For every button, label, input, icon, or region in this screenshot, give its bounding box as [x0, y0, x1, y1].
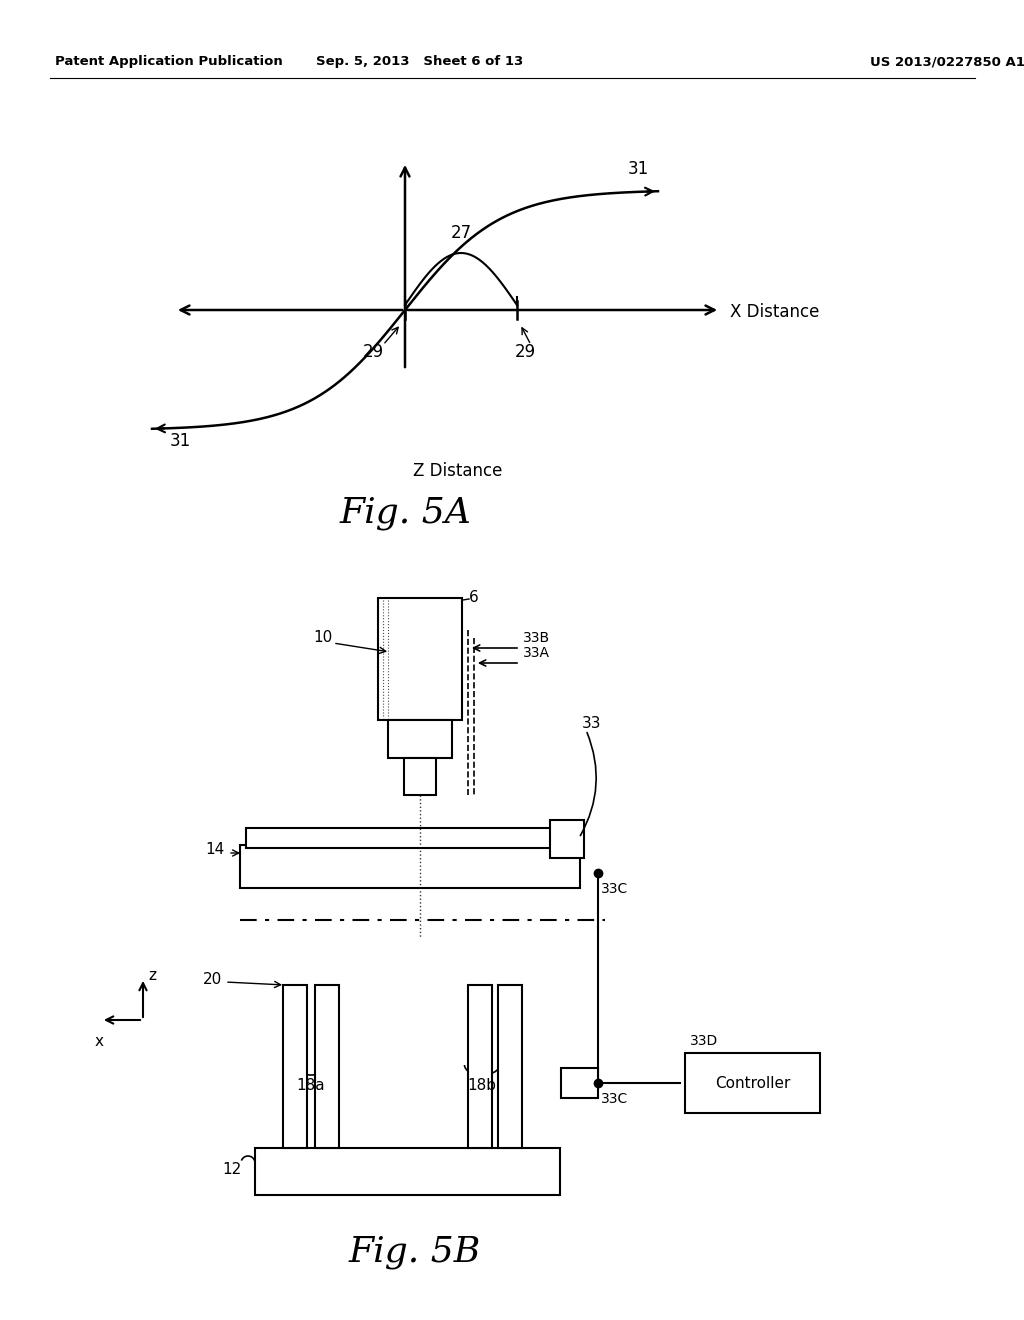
Text: X Distance: X Distance [730, 304, 819, 321]
Text: 33C: 33C [601, 1092, 629, 1106]
Text: Controller: Controller [715, 1076, 791, 1090]
Text: z: z [148, 969, 156, 983]
Text: 29: 29 [362, 343, 384, 360]
Bar [240, 845, 580, 888]
Text: 12: 12 [223, 1163, 242, 1177]
Text: Fig. 5B: Fig. 5B [349, 1236, 481, 1269]
Bar [283, 985, 307, 1148]
Bar [404, 758, 436, 795]
Bar [246, 828, 574, 847]
Bar [550, 820, 584, 858]
Bar [561, 1068, 598, 1098]
Text: 18a: 18a [297, 1078, 326, 1093]
Text: 33B: 33B [523, 631, 550, 645]
Text: 31: 31 [628, 160, 648, 178]
Text: 31: 31 [169, 432, 190, 450]
Bar [468, 985, 492, 1148]
Bar [255, 1148, 560, 1195]
Text: Sep. 5, 2013   Sheet 6 of 13: Sep. 5, 2013 Sheet 6 of 13 [316, 55, 523, 69]
Text: 20: 20 [203, 973, 222, 987]
Text: US 2013/0227850 A1: US 2013/0227850 A1 [870, 55, 1024, 69]
Text: 29: 29 [514, 343, 536, 360]
Text: 33C: 33C [601, 882, 629, 896]
Bar [498, 985, 522, 1148]
Text: 33A: 33A [523, 645, 550, 660]
Text: Patent Application Publication: Patent Application Publication [55, 55, 283, 69]
Text: x: x [94, 1034, 103, 1049]
Text: 14: 14 [206, 842, 225, 858]
Text: 18b: 18b [468, 1078, 497, 1093]
Text: 6: 6 [469, 590, 479, 605]
Text: Z Distance: Z Distance [413, 462, 503, 480]
Text: 10: 10 [313, 631, 333, 645]
Text: Fig. 5A: Fig. 5A [339, 496, 471, 531]
Bar [315, 985, 339, 1148]
Text: 33D: 33D [690, 1034, 718, 1048]
Bar [685, 1053, 820, 1113]
Bar [378, 598, 462, 719]
Text: 27: 27 [451, 224, 472, 242]
Bar [388, 719, 452, 758]
Text: 33: 33 [582, 715, 601, 730]
